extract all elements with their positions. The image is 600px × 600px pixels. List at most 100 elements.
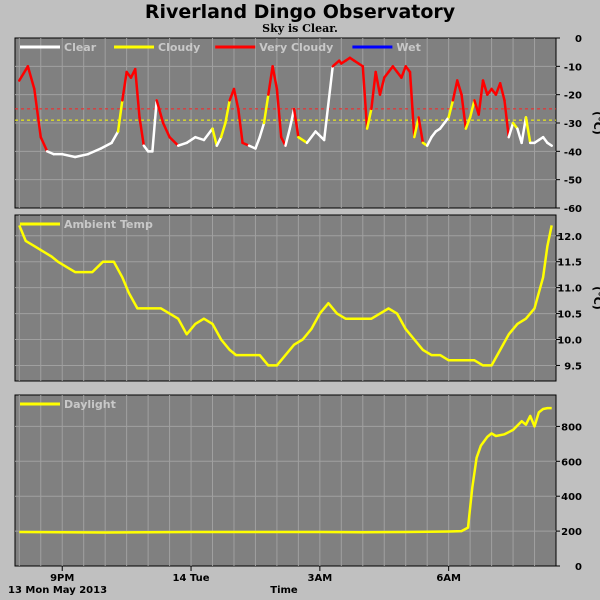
- sky-line-segment: [374, 70, 382, 96]
- sky-line-segment: [498, 82, 506, 102]
- sky-line-segment: [503, 99, 511, 139]
- sky-line-segment: [121, 70, 128, 102]
- daylight-legend-label: Daylight: [64, 398, 116, 411]
- daylight-plot-area: [14, 394, 557, 567]
- sky-line-segment: [408, 70, 416, 139]
- ambient-ytick-label: 10.0: [557, 336, 582, 347]
- x-tick-label: 6AM: [436, 573, 461, 584]
- sky-line-segment: [460, 93, 468, 130]
- sky-line-segment: [284, 127, 292, 147]
- sky-line-segment: [477, 79, 485, 116]
- sky-line-segment: [292, 107, 300, 139]
- sky-line-segment: [331, 59, 341, 68]
- sky-line-segment: [468, 99, 476, 119]
- sky-legend-label: Wet: [396, 41, 420, 54]
- sky-line-segment: [116, 99, 124, 133]
- sky-line-segment: [455, 79, 463, 96]
- sky-line-segment: [262, 93, 270, 125]
- sky-line-segment: [60, 152, 77, 159]
- sky-line-segment: [275, 87, 283, 139]
- sky-line-segment: [133, 67, 141, 119]
- x-axis-label: Time: [270, 585, 298, 596]
- sky-line-segment: [464, 116, 472, 130]
- sky-line-segment: [413, 116, 420, 139]
- ambient-ytick-label: 9.5: [564, 361, 582, 372]
- x-tick-label: 9PM: [50, 573, 74, 584]
- sky-line-segment: [365, 107, 373, 130]
- daylight-ytick-label: 400: [561, 492, 582, 503]
- x-tick-label: 3AM: [308, 573, 333, 584]
- sky-line-segment: [211, 127, 219, 147]
- sky-line-segment: [370, 70, 377, 111]
- sky-line-segment: [520, 116, 528, 145]
- sky-line-segment: [271, 65, 279, 91]
- sky-line-segment: [297, 135, 309, 145]
- sky-line-segment: [378, 76, 386, 96]
- sky-line-segment: [33, 87, 43, 139]
- sky-line-segment: [18, 65, 30, 82]
- sky-line-segment: [417, 116, 425, 145]
- daylight-series-line: [19, 406, 552, 534]
- sky-ytick-label: -60: [564, 204, 582, 215]
- sky-line-segment: [546, 141, 553, 147]
- sky-line-segment: [110, 130, 120, 145]
- sky-line-segment: [86, 147, 103, 156]
- sky-ytick-label: -50: [564, 176, 582, 187]
- sky-line-segment: [361, 65, 369, 130]
- sky-legend-label: Very Cloudy: [259, 41, 333, 54]
- sky-line-segment: [267, 65, 274, 96]
- sky-line-segment: [305, 130, 317, 145]
- ambient-legend-label: Ambient Temp: [64, 218, 153, 231]
- sky-line-segment: [39, 135, 49, 153]
- sky-ytick-label: -20: [564, 91, 582, 102]
- sky-line-segment: [447, 99, 455, 119]
- daylight-ytick-label: 0: [575, 562, 582, 573]
- sky-line-segment: [138, 116, 146, 147]
- ambient-series-line: [18, 224, 553, 367]
- sky-line-segment: [202, 127, 214, 142]
- sky-line-segment: [99, 141, 113, 150]
- sky-ytick-label: -30: [564, 119, 582, 130]
- sky-ytick-label: 0: [575, 34, 582, 45]
- sky-line-segment: [322, 65, 334, 142]
- sky-line-segment: [26, 65, 36, 91]
- page-title: Riverland Dingo Observatory: [144, 1, 456, 23]
- sky-line-segment: [168, 135, 180, 147]
- sky-line-segment: [161, 121, 171, 139]
- sky-line-segment: [258, 121, 266, 139]
- sky-line-segment: [524, 116, 532, 145]
- sky-line-segment: [73, 152, 90, 159]
- sky-line-segment: [194, 135, 206, 142]
- ambient-ytick-label: 11.5: [557, 258, 582, 269]
- sky-line-segment: [451, 79, 459, 102]
- sky-line-segment: [219, 121, 227, 139]
- sky-line-segment: [481, 79, 489, 96]
- x-tick-label: 14 Tue: [173, 573, 210, 584]
- sky-line-segment: [151, 99, 158, 153]
- sky-line-segment: [224, 99, 231, 125]
- sky-line-segment: [232, 87, 240, 111]
- sky-legend-label: Cloudy: [158, 41, 200, 54]
- ambient-ytick-label: 12.0: [557, 232, 582, 243]
- sky-line-segment: [237, 107, 244, 145]
- ambient-y-unit: (°C): [591, 286, 600, 310]
- sky-line-segment: [215, 135, 223, 147]
- sky-line-segment: [425, 135, 433, 147]
- sky-line-segment: [400, 65, 407, 79]
- sky-legend-label: Clear: [64, 41, 97, 54]
- ambient-ytick-label: 10.5: [557, 310, 582, 321]
- sky-line-segment: [314, 130, 326, 142]
- sky-line-segment: [507, 121, 515, 139]
- sky-line-segment: [254, 135, 261, 150]
- ambient-ytick-label: 11.0: [557, 284, 582, 295]
- sky-ytick-label: -40: [564, 147, 582, 158]
- sky-y-unit: (°C): [591, 111, 600, 135]
- sky-ytick-label: -10: [564, 62, 582, 73]
- daylight-ytick-label: 600: [561, 457, 582, 468]
- daylight-ytick-label: 800: [561, 422, 582, 433]
- sky-line-segment: [155, 99, 165, 125]
- sky-status-subtitle: Sky is Clear.: [262, 22, 338, 35]
- daylight-ytick-label: 200: [561, 527, 582, 538]
- sky-line-segment: [176, 141, 188, 147]
